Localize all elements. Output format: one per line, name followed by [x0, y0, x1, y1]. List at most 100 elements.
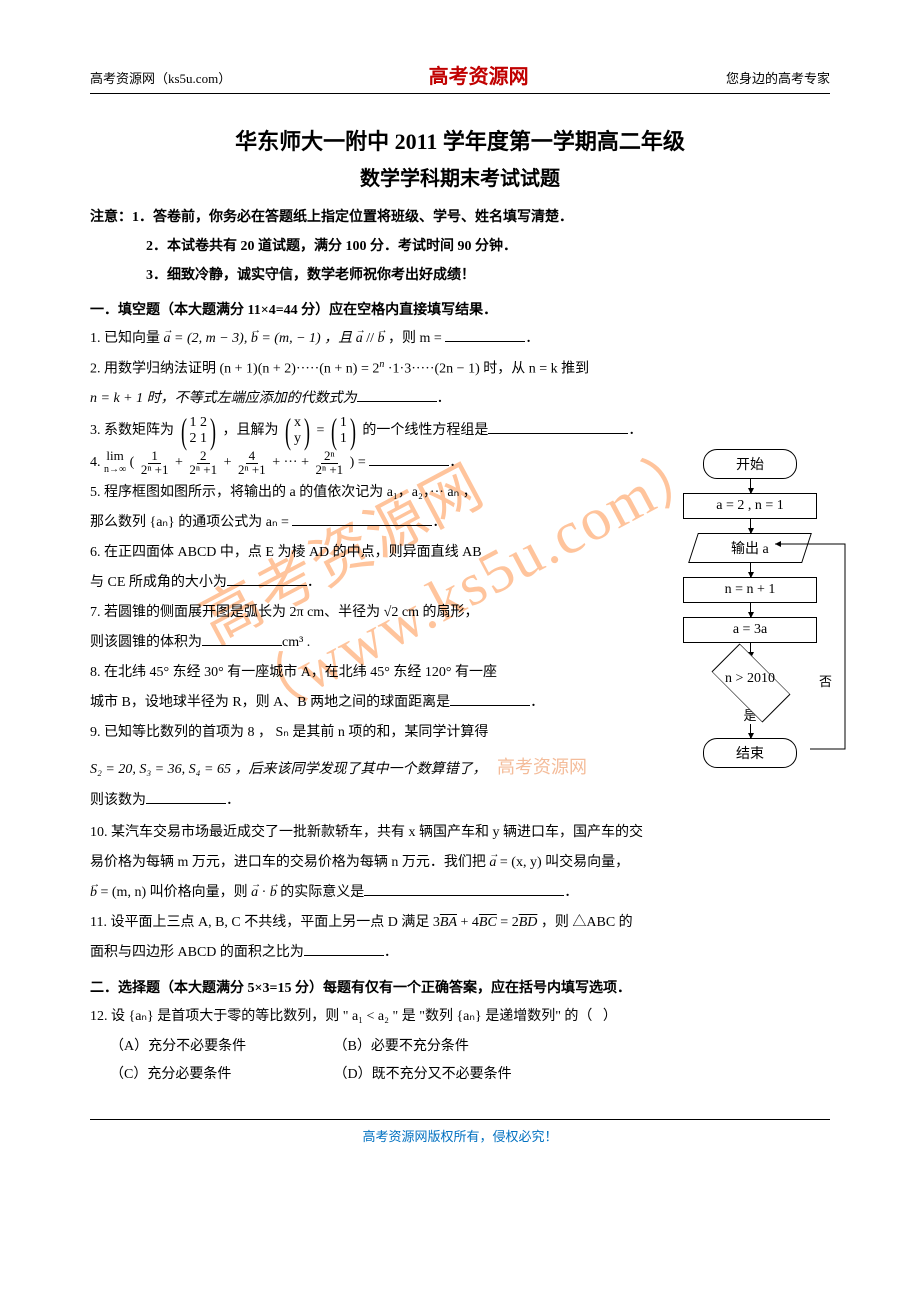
q3-matrix-1: (1 22 1) [178, 415, 220, 447]
notice-1: 注意：1．答卷前，你务必在答题纸上指定位置将班级、学号、姓名填写清楚． [90, 205, 830, 230]
flowchart: 开始 a = 2 , n = 1 输出 a n = n + 1 a = 3a n… [650, 449, 850, 768]
q4-f4d: 2ⁿ +1 [312, 462, 346, 477]
q11-ba: BA [440, 915, 457, 930]
footer: 高考资源网版权所有，侵权必究！ [90, 1119, 830, 1145]
q3-eq: = [317, 423, 328, 438]
q1-end: ． [525, 331, 539, 346]
q4-lim: limn→∞ [104, 450, 126, 476]
q1-vec-a2: a [356, 331, 363, 346]
q3-mid1: ，且解为 [223, 423, 279, 438]
question-9c: 则该数为 ． [90, 787, 830, 815]
q4-end: ． [449, 455, 463, 470]
q11-blank [304, 941, 384, 956]
q2-line1-pre: 2. 用数学归纳法证明 (n + 1)(n + 2)·····(n + n) =… [90, 361, 379, 376]
q10-blank [364, 881, 564, 896]
notice-2: 2．本试卷共有 20 道试题，满分 100 分．考试时间 90 分钟． [90, 234, 830, 259]
q9-blank [146, 789, 226, 804]
q1-b-val: = (m, − 1) ，且 [258, 331, 356, 346]
fc-arrow-6 [750, 724, 751, 738]
q2-blank [357, 387, 437, 402]
question-10b: 易价格为每辆 m 万元，进口车的交易价格为每辆 n 万元．我们把 a = (x,… [90, 849, 830, 877]
q1-a-val: = (2, m − 3), [171, 331, 251, 346]
question-10c: b = (m, n) 叫价格向量，则 a · b 的实际意义是． [90, 879, 830, 907]
q4-f2d: 2ⁿ +1 [186, 462, 220, 477]
q3-post: 的一个线性方程组是 [362, 423, 488, 438]
q11-pre: 11. 设平面上三点 A, B, C 不共线，平面上另一点 D 满足 3 [90, 915, 440, 930]
q9-line3: 则该数为 [90, 793, 146, 808]
q3-m3r1: 1 [340, 415, 347, 430]
q10-line3-post: 的实际意义是 [277, 885, 365, 900]
q3-end: ． [628, 423, 642, 438]
fc-inc: n = n + 1 [683, 577, 817, 603]
q8-line2: 城市 B，设地球半径为 R，则 A、B 两地之间的球面距离是 [90, 695, 450, 710]
fc-start: 开始 [703, 449, 797, 479]
q7-line2: 则该圆锥的体积为 [90, 635, 202, 650]
fc-no: 否 [819, 671, 832, 690]
q1-vec-a: a [164, 331, 171, 346]
question-12: 12. 设 {aₙ} 是首项大于零的等比数列，则 " a₁ < a₂ " 是 "… [90, 1003, 830, 1031]
q6-blank [227, 571, 307, 586]
q4-blank [369, 451, 449, 466]
q4-f1d: 2ⁿ +1 [138, 462, 172, 477]
q9-end: ． [226, 793, 240, 808]
q11-m2: = 2 [497, 915, 519, 930]
q10-end: ． [564, 885, 578, 900]
q3-m3r2: 1 [340, 431, 347, 446]
q7-unit: cm³ . [282, 635, 310, 650]
q4-pre: 4. [90, 455, 104, 470]
q2-end: ． [437, 391, 451, 406]
q1-post: ，则 m = [384, 331, 445, 346]
q12-optB: （B）必要不充分条件 [334, 1033, 554, 1061]
q8-blank [450, 691, 530, 706]
q12-choices-row1: （A）充分不必要条件 （B）必要不充分条件 [90, 1033, 830, 1061]
fc-arrow-4 [750, 603, 751, 617]
q11-bd: BD [519, 915, 538, 930]
fc-assign: a = 3a [683, 617, 817, 643]
q3-matrix-3: (11) [328, 415, 359, 447]
q1-blank [445, 327, 525, 342]
q11-m1: + 4 [457, 915, 479, 930]
q12-choices-row2: （C）充分必要条件 （D）既不充分又不必要条件 [90, 1061, 830, 1089]
q4-f3: 42ⁿ +1 [235, 449, 269, 477]
question-11a: 11. 设平面上三点 A, B, C 不共线，平面上另一点 D 满足 3BA +… [90, 909, 830, 937]
q12-optD: （D）既不充分又不必要条件 [334, 1061, 554, 1089]
notice-1-text: 1．答卷前，你务必在答题纸上指定位置将班级、学号、姓名填写清楚． [132, 210, 573, 225]
q1-vec-b2: b [377, 331, 384, 346]
question-10a: 10. 某汽车交易市场最近成交了一批新款轿车，共有 x 辆国产车和 y 辆进口车… [90, 819, 830, 847]
fc-init: a = 2 , n = 1 [683, 493, 817, 519]
fc-arrow-2 [750, 519, 751, 533]
question-2b: n = k + 1 时，不等式左端应添加的代数式为 ． [90, 385, 830, 413]
fc-arrow-1 [750, 479, 751, 493]
question-2: 2. 用数学归纳法证明 (n + 1)(n + 2)·····(n + n) =… [90, 355, 830, 384]
title-line-1: 华东师大一附中 2011 学年度第一学期高二年级 [90, 124, 830, 156]
q4-lim-sub: n→∞ [104, 464, 126, 475]
notice-prefix: 注意： [90, 210, 132, 225]
fc-end: 结束 [703, 738, 797, 768]
q11-post: ，则 △ABC 的 [537, 915, 632, 930]
q12-pre: 12. 设 {aₙ} 是首项大于零的等比数列，则 " a₁ < a₂ " 是 "… [90, 1009, 592, 1024]
fc-output-text: 输出 a [731, 538, 769, 558]
q10-vec-a2: a [251, 885, 258, 900]
q7-blank [202, 631, 282, 646]
q5-end: ． [432, 515, 446, 530]
q4-f4: 2ⁿ2ⁿ +1 [312, 449, 346, 477]
fc-cond: n > 2010 [690, 671, 810, 687]
question-1: 1. 已知向量 a = (2, m − 3), b = (m, − 1) ，且 … [90, 325, 830, 353]
q11-line2: 面积与四边形 ABCD 的面积之比为 [90, 945, 304, 960]
watermark-small: 高考资源网 [497, 757, 587, 777]
title-line-2: 数学学科期末考试试题 [90, 162, 830, 191]
q4-p1: + [175, 455, 186, 470]
section-1-head: 一．填空题（本大题满分 11×4=44 分）应在空格内直接填写结果． [90, 299, 830, 319]
q4-f1: 12ⁿ +1 [138, 449, 172, 477]
q1-vec-b: b [251, 331, 258, 346]
q2-line2: n = k + 1 时，不等式左端应添加的代数式为 [90, 391, 357, 406]
q4-f3d: 2ⁿ +1 [235, 462, 269, 477]
q3-m2r1: x [294, 415, 301, 430]
question-3: 3. 系数矩阵为 (1 22 1) ，且解为 (xy) = (11) 的一个线性… [90, 415, 830, 447]
q3-m2r2: y [294, 431, 301, 446]
q4-close: ) = [350, 455, 370, 470]
q4-dots: + ··· + [272, 455, 312, 470]
header-right: 您身边的高考专家 [726, 68, 830, 87]
q10-vec-b2: b [270, 885, 277, 900]
q3-blank [488, 419, 628, 434]
